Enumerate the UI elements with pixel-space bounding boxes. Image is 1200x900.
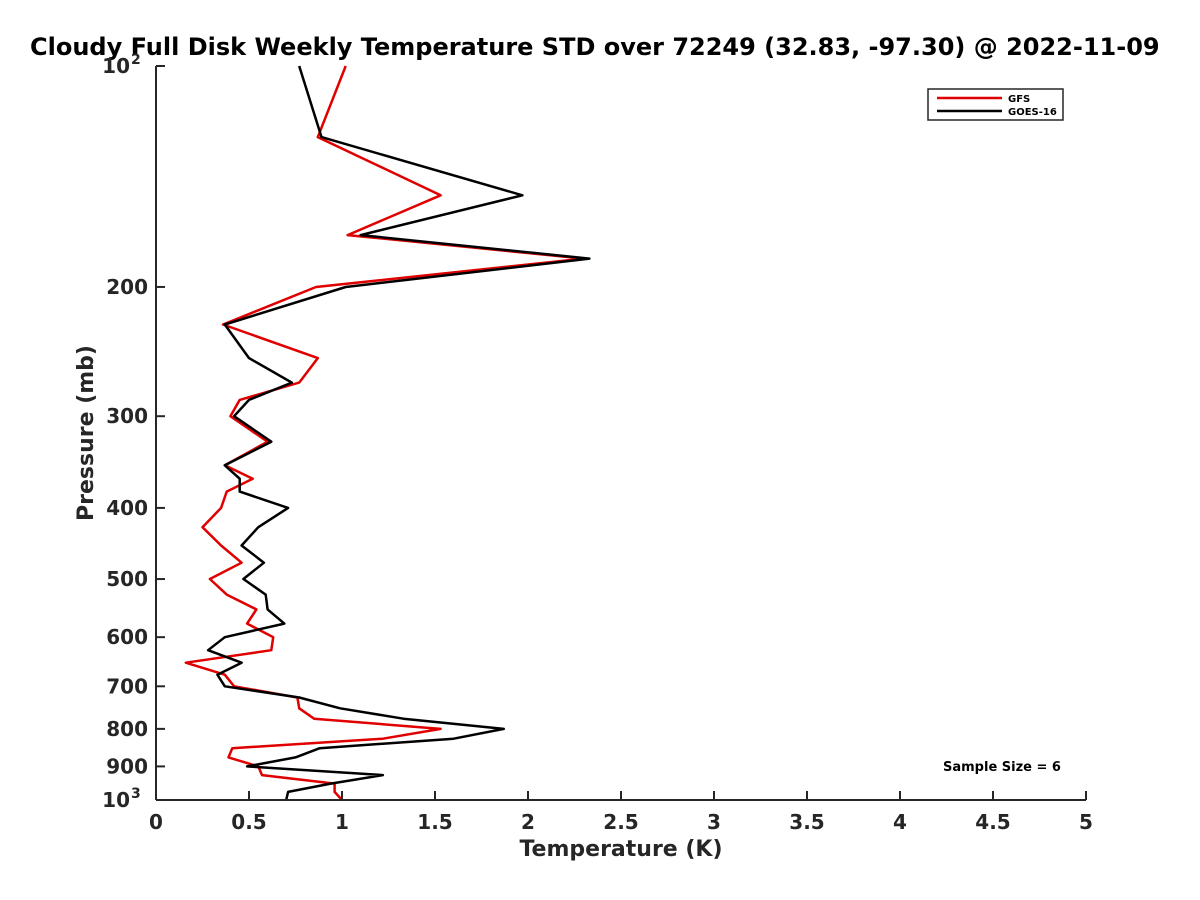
sample-size-annotation: Sample Size = 6 xyxy=(943,760,1061,775)
x-axis-label: Temperature (K) xyxy=(519,837,722,862)
x-tick-label: 1.5 xyxy=(417,810,452,834)
legend-label: GFS xyxy=(1008,94,1030,105)
legend-label: GOES-16 xyxy=(1008,107,1057,118)
y-tick-label: 200 xyxy=(106,275,148,299)
x-tick-label: 5 xyxy=(1079,810,1093,834)
x-tick-label: 3.5 xyxy=(789,810,824,834)
x-tick-label: 1 xyxy=(335,810,349,834)
x-tick-label: 0.5 xyxy=(231,810,266,834)
x-tick-label: 3 xyxy=(707,810,721,834)
y-tick-label: 600 xyxy=(106,625,148,649)
x-tick-label: 0 xyxy=(149,810,163,834)
y-tick-label: 800 xyxy=(106,717,148,741)
x-ticks: 0 0.5 1 1.5 2 2.5 3 3.5 4 4.5 5 xyxy=(149,791,1093,834)
y-tick-label: 500 xyxy=(106,567,148,591)
y-tick-label: 400 xyxy=(106,496,148,520)
y-tick-label: 10 xyxy=(102,788,130,812)
y-tick-label: 900 xyxy=(106,754,148,778)
x-tick-label: 2.5 xyxy=(603,810,638,834)
x-tick-label: 2 xyxy=(521,810,535,834)
x-tick-label: 4.5 xyxy=(975,810,1010,834)
y-tick-exponent: 3 xyxy=(131,786,141,802)
series-line-gfs xyxy=(184,65,586,801)
y-tick-label: 700 xyxy=(106,674,148,698)
legend-box xyxy=(927,88,1064,121)
x-tick-label: 4 xyxy=(893,810,907,834)
series-line-goes-16 xyxy=(206,65,591,801)
y-tick-label: 10 xyxy=(102,54,130,78)
y-tick-exponent: 2 xyxy=(131,52,141,68)
plot-area xyxy=(184,65,591,801)
legend: GFS GOES-16 xyxy=(927,88,1064,121)
y-tick-label: 300 xyxy=(106,404,148,428)
y-axis-label: Pressure (mb) xyxy=(74,345,99,521)
chart-title: Cloudy Full Disk Weekly Temperature STD … xyxy=(30,33,1160,61)
